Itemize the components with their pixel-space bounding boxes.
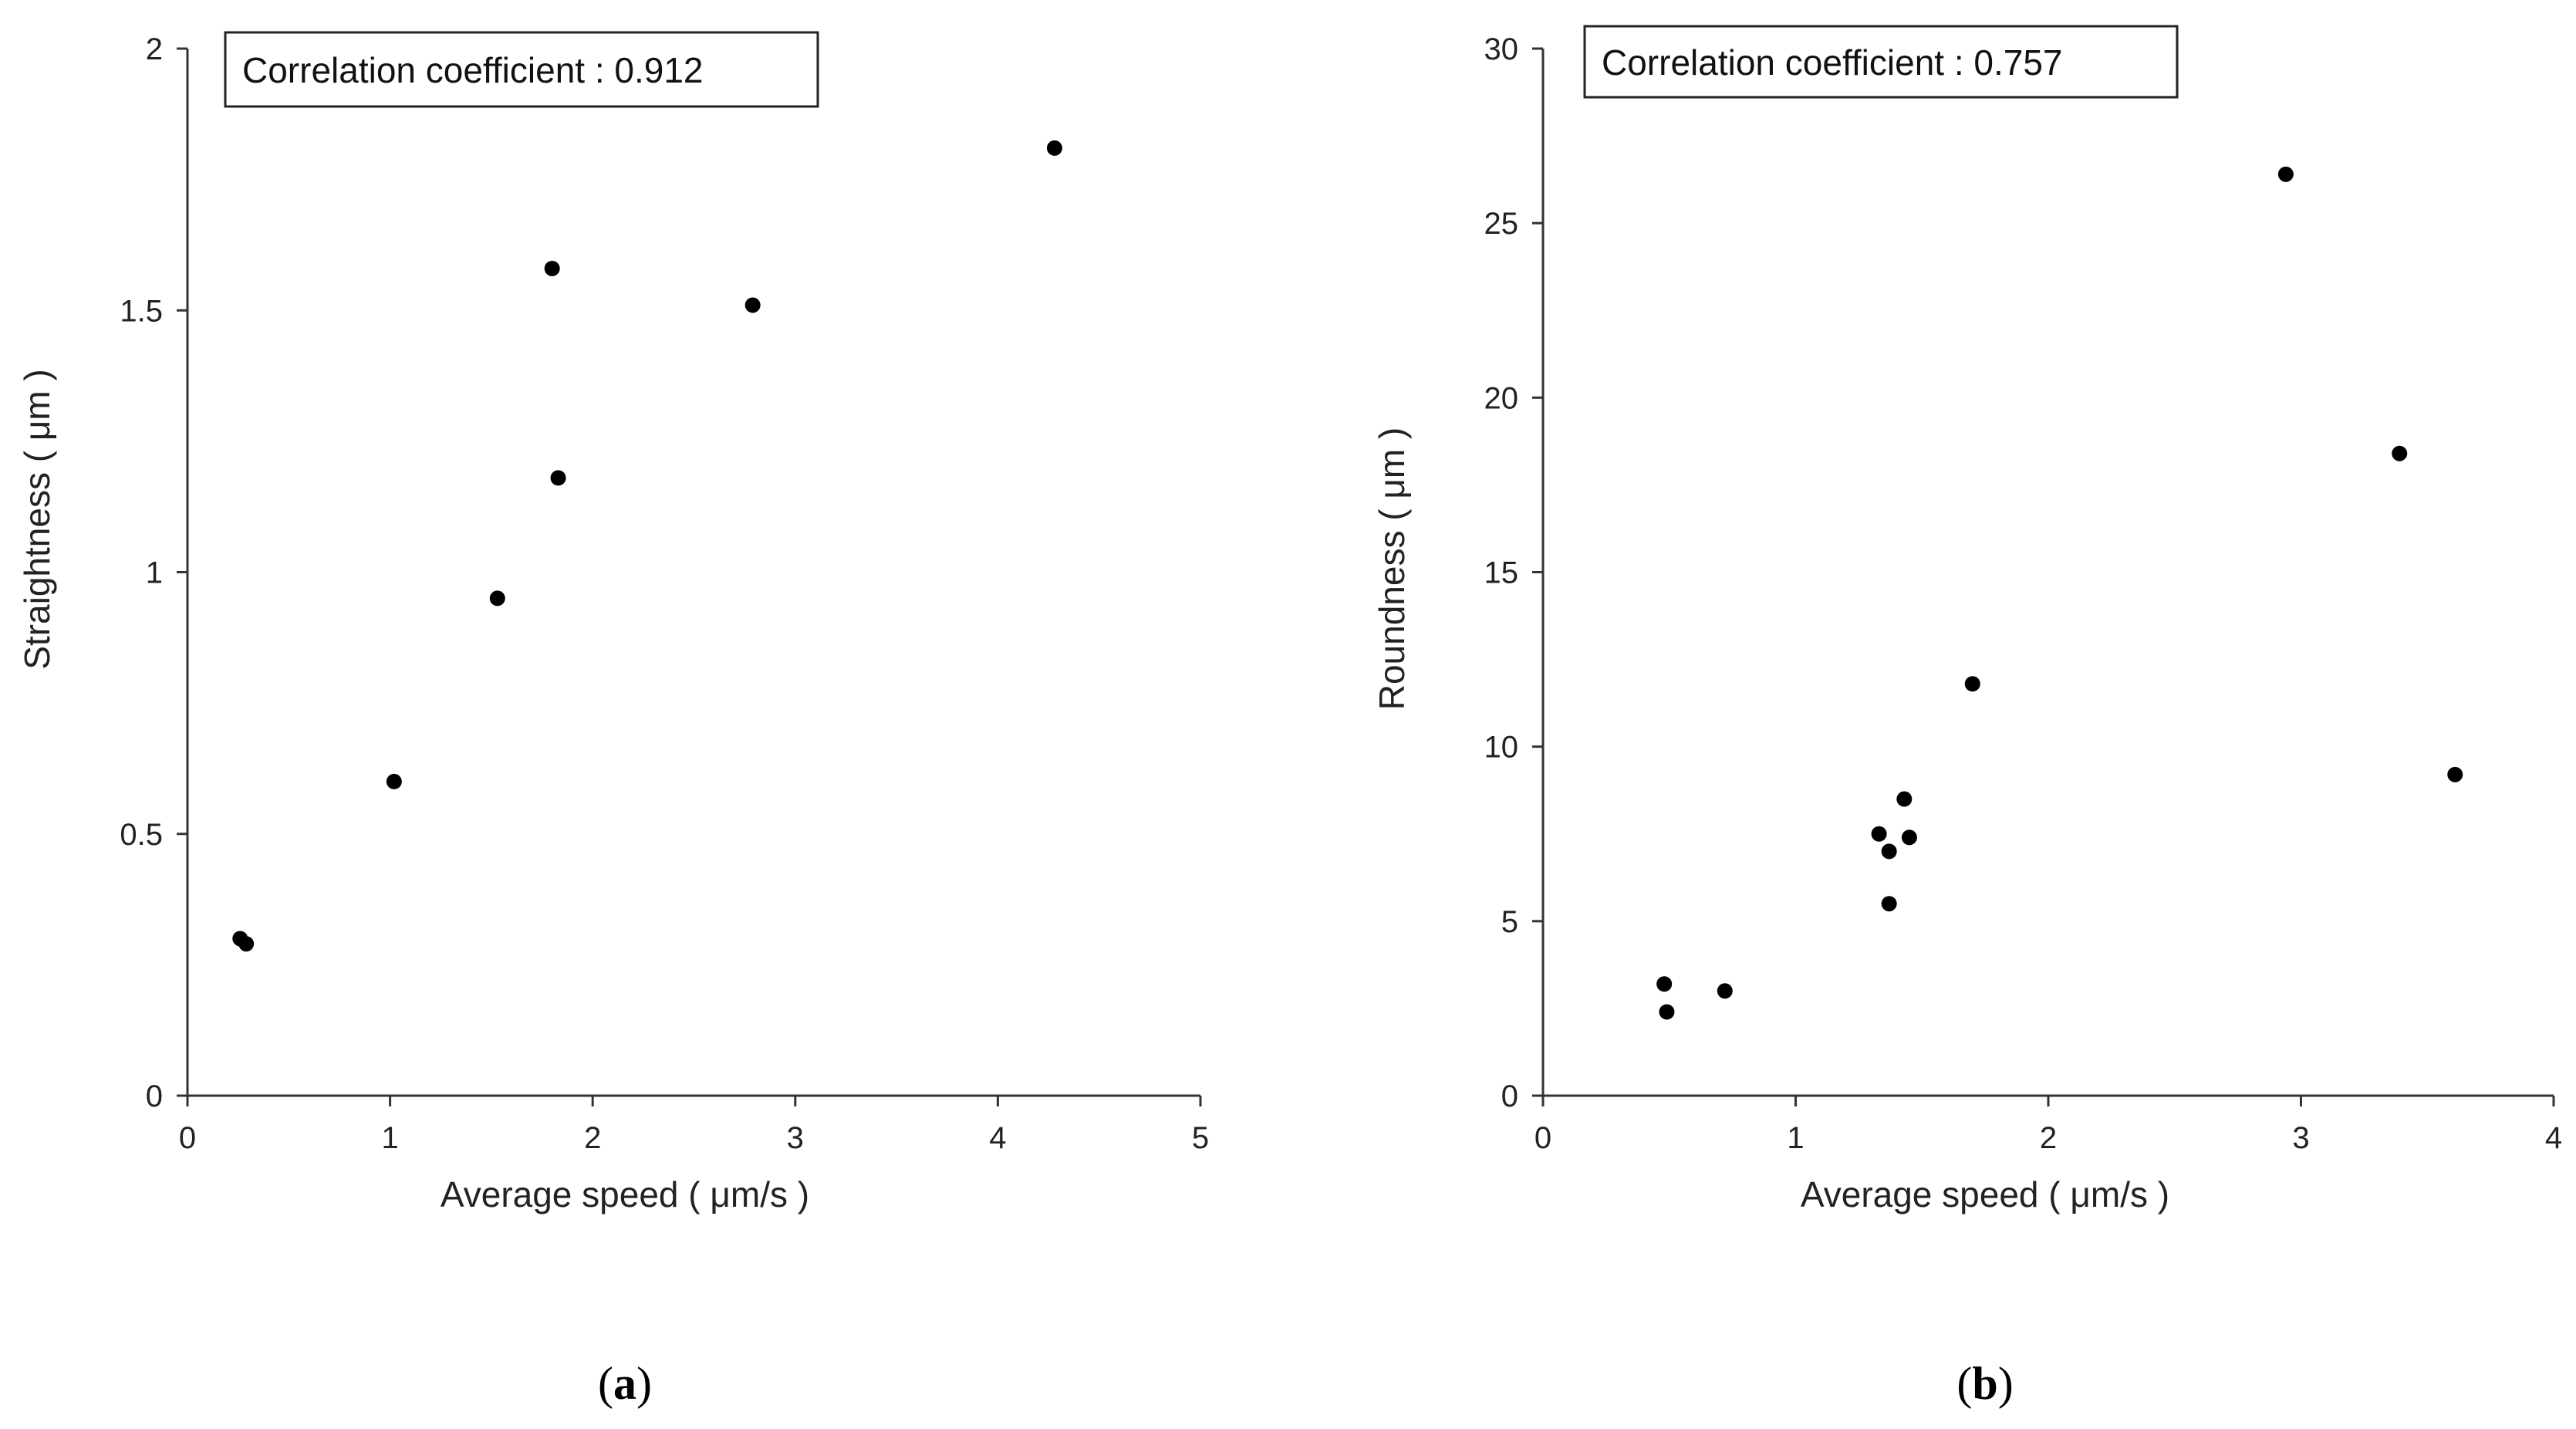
chart-a-data-point	[744, 297, 761, 313]
chart-a-data-point	[550, 470, 566, 486]
chart-a-x-tick-label: 1	[381, 1121, 398, 1155]
chart-b-data-point	[1881, 896, 1897, 912]
chart-a-y-tick-label: 0.5	[120, 818, 163, 852]
chart-a-data-point	[386, 773, 402, 789]
chart-a-y-tick-label: 1.5	[120, 294, 163, 328]
chart-a-data-point	[238, 936, 255, 952]
chart-a: 0 1 2 3 4 5 0 0.5 1 1.5 2 Correlation coefficient…	[17, 31, 1209, 1409]
chart-a-annotation-box	[224, 31, 819, 108]
chart-b-x-tick-label: 0	[1534, 1121, 1551, 1155]
chart-b-data-point	[2447, 766, 2463, 782]
chart-b-x-tick-label: 3	[2292, 1121, 2309, 1155]
chart-a-x-tick-label: 3	[787, 1121, 804, 1155]
chart-b-data-point	[2392, 445, 2408, 461]
chart-b-data-point	[1659, 1004, 1675, 1020]
chart-a-x-label: Average speed ( μm/s )	[441, 1174, 809, 1214]
chart-a-y-tick-label: 1	[146, 556, 163, 590]
chart-a-data-point	[1046, 140, 1062, 156]
chart-a-panel-label: (a)	[598, 1358, 652, 1409]
chart-a-x-tick-label: 4	[989, 1121, 1006, 1155]
chart-b-data-point	[1881, 843, 1897, 860]
chart-b-y-tick-label: 15	[1484, 556, 1519, 590]
chart-a-data-point	[544, 260, 560, 276]
chart-b-data-point	[1717, 983, 1733, 999]
chart-a-x-tick-label: 0	[179, 1121, 196, 1155]
chart-b-annotation: Correlation coefficient : 0.757	[1602, 42, 2063, 83]
chart-b-y-tick-label: 20	[1484, 381, 1519, 415]
chart-b-data-point	[1901, 829, 1917, 846]
chart-b-y-tick-label: 30	[1484, 32, 1519, 66]
chart-a-points	[232, 140, 1062, 952]
chart-b-data-point	[1656, 976, 1673, 992]
chart-a-x-ticks: 0 1 2 3 4 5	[179, 1096, 1209, 1155]
chart-b-x-tick-label: 2	[2040, 1121, 2057, 1155]
chart-a-annotation: Correlation coefficient : 0.912	[242, 50, 704, 90]
chart-b-data-point	[1964, 676, 1980, 692]
chart-b-x-tick-label: 4	[2545, 1121, 2562, 1155]
chart-a-axes	[186, 49, 1200, 1097]
chart-b-y-tick-label: 0	[1501, 1079, 1518, 1113]
chart-a-y-ticks: 0 0.5 1 1.5 2	[120, 32, 187, 1113]
chart-b-data-point	[1896, 791, 1913, 807]
chart-b-data-point	[1871, 826, 1887, 842]
chart-a-data-point	[489, 590, 505, 606]
chart-b-panel-label: (b)	[1956, 1358, 2013, 1409]
chart-b: 0 1 2 3 4 0 5 10 15 20 25 30 Correlation coefficie…	[1372, 25, 2562, 1409]
chart-b-y-label: Roundness ( μm )	[1372, 427, 1412, 711]
chart-b-y-ticks: 0 5 10 15 20 25 30	[1484, 32, 1543, 1113]
chart-b-y-tick-label: 10	[1484, 731, 1519, 765]
chart-a-y-tick-label: 2	[146, 32, 163, 66]
chart-b-axes	[1541, 49, 2554, 1097]
chart-a-y-tick-label: 0	[146, 1079, 163, 1113]
chart-b-y-tick-label: 5	[1501, 905, 1518, 939]
chart-a-x-tick-label: 2	[584, 1121, 601, 1155]
chart-b-x-tick-label: 1	[1787, 1121, 1804, 1155]
chart-b-y-tick-label: 25	[1484, 207, 1519, 241]
chart-b-x-ticks: 0 1 2 3 4	[1534, 1096, 2562, 1155]
chart-b-annotation-box	[1583, 25, 2179, 99]
chart-b-data-point	[2277, 166, 2294, 182]
chart-a-x-tick-label: 5	[1192, 1121, 1209, 1155]
chart-b-x-label: Average speed ( μm/s )	[1801, 1174, 2169, 1214]
chart-b-points	[1656, 166, 2463, 1020]
chart-a-y-label: Straightness ( μm )	[17, 369, 57, 670]
